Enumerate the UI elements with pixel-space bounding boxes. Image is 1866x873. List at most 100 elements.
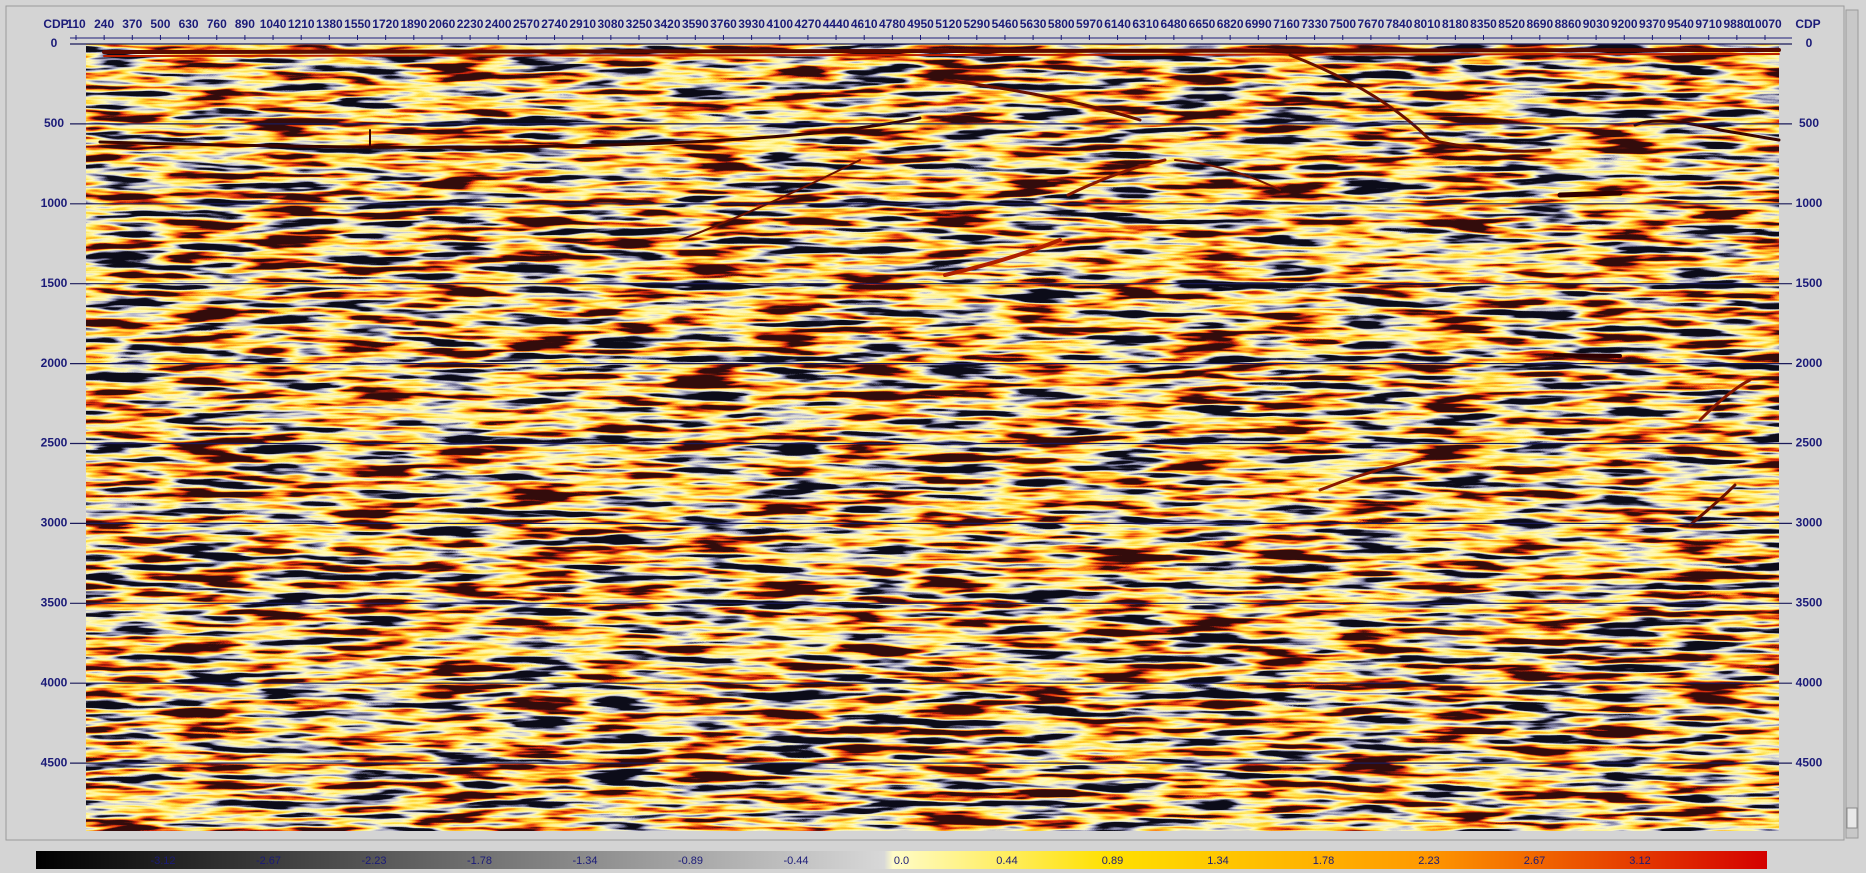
cdp-tick-label: 7160: [1273, 17, 1300, 31]
cdp-tick-label: 6140: [1104, 17, 1131, 31]
colorbar-label: 2.67: [1524, 855, 1545, 867]
cdp-tick-label: 370: [122, 17, 142, 31]
cdp-tick-label: 8690: [1526, 17, 1553, 31]
time-label-left: 1000: [41, 196, 68, 210]
cdp-tick-label: 1890: [400, 17, 427, 31]
time-label-left: 3000: [41, 516, 68, 530]
cdp-tick-label: 630: [179, 17, 199, 31]
cdp-tick-label: 4950: [907, 17, 934, 31]
time-label-right: 4000: [1796, 675, 1823, 689]
cdp-tick-label: 8350: [1470, 17, 1497, 31]
colorbar-label: -2.23: [361, 855, 386, 867]
cdp-tick-label: 4440: [823, 17, 850, 31]
colorbar-label: 2.23: [1418, 855, 1439, 867]
scrollbar[interactable]: [1845, 9, 1859, 839]
colorbar-label: 3.12: [1629, 855, 1650, 867]
cdp-tick-label: 3930: [738, 17, 765, 31]
cdp-tick-label: 6650: [1189, 17, 1216, 31]
cdp-tick-label: 1210: [288, 17, 315, 31]
cdp-tick-label: 4100: [766, 17, 793, 31]
cdp-tick-label: 9200: [1611, 17, 1638, 31]
time-label-left: 0: [51, 36, 58, 50]
cdp-tick-label: 3080: [597, 17, 624, 31]
cdp-tick-label: 9030: [1583, 17, 1610, 31]
colorbar-label: 1.78: [1313, 855, 1334, 867]
cdp-tick-label: 8520: [1498, 17, 1525, 31]
cdp-tick-label: 760: [207, 17, 227, 31]
time-label-right: 3000: [1796, 516, 1823, 530]
cdp-tick-label: 2060: [429, 17, 456, 31]
time-label-right: 3500: [1796, 595, 1823, 609]
cdp-tick-label: 110: [66, 17, 86, 31]
cdp-tick-label: 890: [235, 17, 255, 31]
cdp-tick-label: 3590: [682, 17, 709, 31]
cdp-tick-label: 2400: [485, 17, 512, 31]
cdp-tick-label: 240: [94, 17, 114, 31]
cdp-tick-label: 9710: [1695, 17, 1722, 31]
scrollbar-thumb[interactable]: [1846, 807, 1858, 829]
cdp-tick-label: 7840: [1386, 17, 1413, 31]
cdp-tick-label: 6480: [1160, 17, 1187, 31]
time-label-right: 500: [1799, 116, 1819, 130]
reflectors: [98, 48, 1781, 527]
cdp-tick-label: 7330: [1301, 17, 1328, 31]
colorbar-label: 0.44: [996, 855, 1017, 867]
cdp-tick-label: 1550: [344, 17, 371, 31]
cdp-tick-label: 6310: [1132, 17, 1159, 31]
cdp-tick-label: 7670: [1358, 17, 1385, 31]
seismic-image: [86, 44, 1779, 831]
cdp-tick-label: 5800: [1048, 17, 1075, 31]
cdp-tick-label: 4270: [795, 17, 822, 31]
cdp-tick-label: 500: [150, 17, 170, 31]
time-label-right: 0: [1806, 36, 1813, 50]
labels: 110 240 370 500 630 760 890 1040 1210 1380 1550 172…: [41, 17, 1823, 867]
time-label-left: 1500: [41, 276, 68, 290]
cdp-tick-label: 8180: [1442, 17, 1469, 31]
cdp-tick-label: 9540: [1667, 17, 1694, 31]
cdp-tick-label: 6990: [1245, 17, 1272, 31]
time-label-left: 2000: [41, 356, 68, 370]
cdp-tick-label: 6820: [1217, 17, 1244, 31]
time-label-right: 1500: [1796, 276, 1823, 290]
cdp-tick-label: 5460: [992, 17, 1019, 31]
cdp-tick-label: 3760: [710, 17, 737, 31]
cdp-label-right: CDP: [1795, 17, 1820, 31]
cdp-tick-label: 2570: [513, 17, 540, 31]
colorbar-label: -3.12: [150, 855, 175, 867]
cdp-tick-label: 5120: [935, 17, 962, 31]
colorbar-label: -0.89: [678, 855, 703, 867]
time-label-left: 4500: [41, 755, 68, 769]
cdp-tick-label: 9880: [1723, 17, 1750, 31]
time-label-right: 4500: [1796, 755, 1823, 769]
cdp-tick-label: 7500: [1329, 17, 1356, 31]
colorbar-label: -0.44: [783, 855, 808, 867]
time-label-right: 2000: [1796, 356, 1823, 370]
cdp-tick-label: 4610: [851, 17, 878, 31]
colorbar-label: 1.34: [1207, 855, 1228, 867]
cdp-tick-label: 10070: [1748, 17, 1782, 31]
cdp-tick-label: 5630: [1020, 17, 1047, 31]
colorbar: [36, 851, 1767, 869]
cdp-tick-label: 8010: [1414, 17, 1441, 31]
time-label-right: 2500: [1796, 436, 1823, 450]
cdp-tick-label: 2230: [457, 17, 484, 31]
cdp-tick-label: 4780: [879, 17, 906, 31]
cdp-tick-label: 2740: [541, 17, 568, 31]
cdp-tick-label: 8860: [1555, 17, 1582, 31]
cdp-tick-label: 3420: [654, 17, 681, 31]
cdp-tick-label: 5970: [1076, 17, 1103, 31]
time-label-right: 1000: [1796, 196, 1823, 210]
cdp-tick-label: 1720: [372, 17, 399, 31]
time-label-left: 3500: [41, 595, 68, 609]
cdp-tick-label: 9370: [1639, 17, 1666, 31]
cdp-tick-label: 3250: [626, 17, 653, 31]
time-label-left: 2500: [41, 436, 68, 450]
cdp-tick-label: 1040: [260, 17, 287, 31]
time-label-left: 500: [44, 116, 64, 130]
colorbar-label: 0.89: [1102, 855, 1123, 867]
colorbar-label: -1.34: [572, 855, 597, 867]
cdp-label-left: CDP: [43, 17, 68, 31]
colorbar-label: 0.0: [894, 855, 909, 867]
colorbar-label: -1.78: [467, 855, 492, 867]
